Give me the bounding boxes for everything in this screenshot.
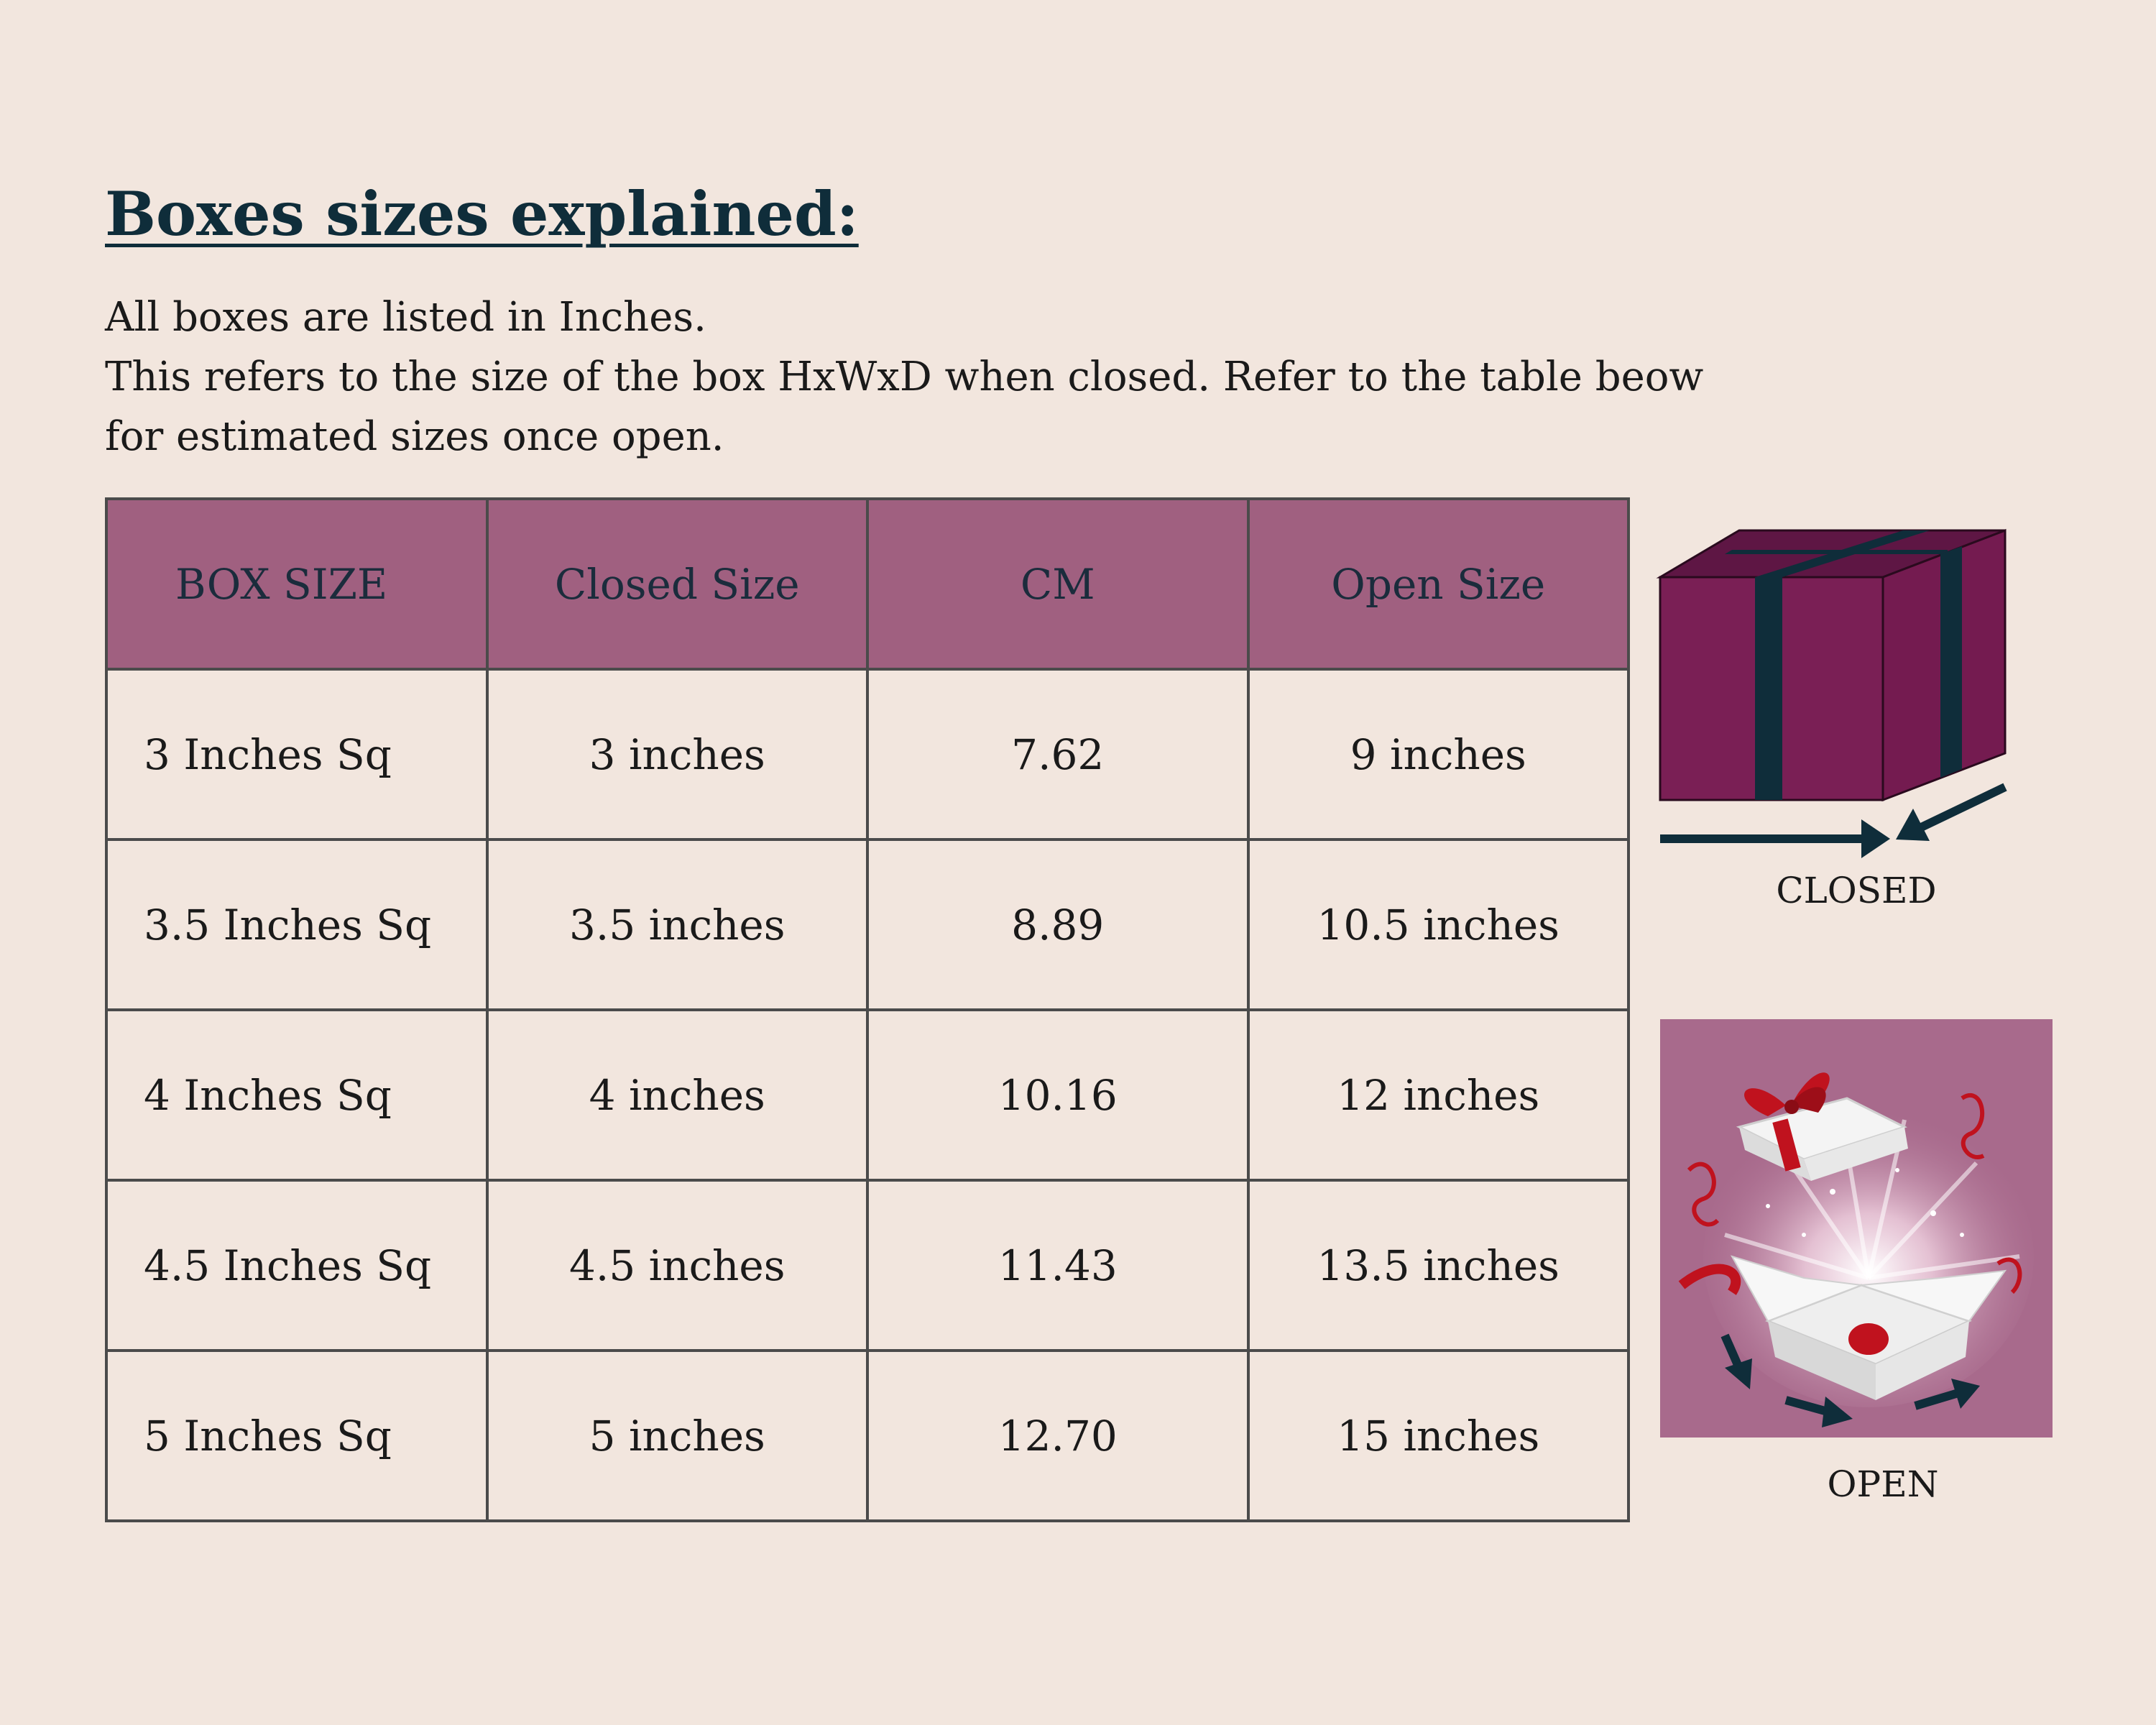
cell-closed-size: 3 inches: [485, 668, 869, 841]
header-cm: CM: [866, 497, 1250, 671]
table-row: 5 Inches Sq 5 inches 12.70 15 inches: [105, 1349, 1630, 1522]
intro-text: All boxes are listed in Inches. This ref…: [105, 288, 1704, 466]
open-label: OPEN: [1827, 1463, 1939, 1505]
cell-closed-size: 3.5 inches: [485, 838, 869, 1011]
cell-cm: 11.43: [866, 1179, 1250, 1352]
table-header-row: BOX SIZE Closed Size CM Open Size: [105, 497, 1630, 671]
cell-box-size: 3 Inches Sq: [105, 668, 489, 841]
cell-box-size: 5 Inches Sq: [105, 1349, 489, 1522]
cell-box-size: 4 Inches Sq: [105, 1008, 489, 1182]
intro-line: All boxes are listed in Inches.: [105, 294, 706, 341]
table-row: 3 Inches Sq 3 inches 7.62 9 inches: [105, 668, 1630, 841]
cell-closed-size: 4.5 inches: [485, 1179, 869, 1352]
cell-open-size: 10.5 inches: [1246, 838, 1630, 1011]
intro-line: for estimated sizes once open.: [105, 413, 724, 460]
header-open-size: Open Size: [1246, 497, 1630, 671]
cell-box-size: 4.5 Inches Sq: [105, 1179, 489, 1352]
closed-label: CLOSED: [1776, 870, 1937, 911]
cell-cm: 7.62: [866, 668, 1250, 841]
cell-open-size: 9 inches: [1246, 668, 1630, 841]
intro-line: This refers to the size of the box HxWxD…: [105, 354, 1704, 400]
cell-cm: 10.16: [866, 1008, 1250, 1182]
cell-closed-size: 5 inches: [485, 1349, 869, 1522]
header-closed-size: Closed Size: [485, 497, 869, 671]
cell-closed-size: 4 inches: [485, 1008, 869, 1182]
table-row: 4.5 Inches Sq 4.5 inches 11.43 13.5 inch…: [105, 1179, 1630, 1352]
table-row: 4 Inches Sq 4 inches 10.16 12 inches: [105, 1008, 1630, 1182]
open-gift-box-icon: [1660, 1019, 2053, 1438]
header-box-size: BOX SIZE: [105, 497, 489, 671]
closed-gift-box-icon: [1656, 528, 2007, 858]
page-title: Boxes sizes explained:: [105, 178, 859, 249]
cell-open-size: 15 inches: [1246, 1349, 1630, 1522]
cell-open-size: 12 inches: [1246, 1008, 1630, 1182]
cell-cm: 12.70: [866, 1349, 1250, 1522]
table-row: 3.5 Inches Sq 3.5 inches 8.89 10.5 inche…: [105, 838, 1630, 1011]
cell-cm: 8.89: [866, 838, 1250, 1011]
cell-box-size: 3.5 Inches Sq: [105, 838, 489, 1011]
cell-open-size: 13.5 inches: [1246, 1179, 1630, 1352]
box-size-table: BOX SIZE Closed Size CM Open Size 3 Inch…: [105, 497, 1630, 1522]
